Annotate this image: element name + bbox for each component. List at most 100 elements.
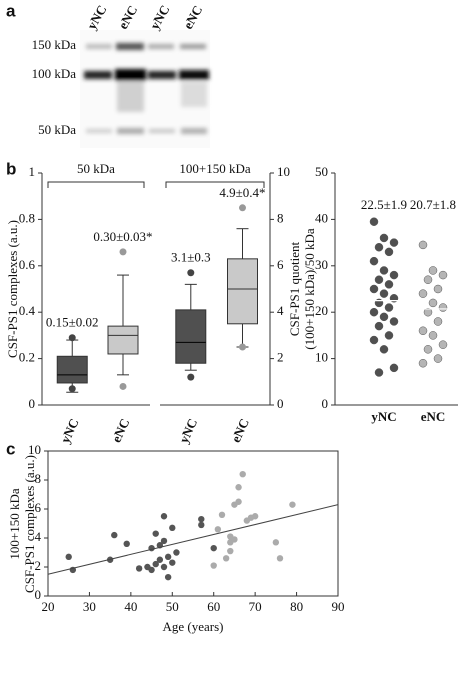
- lane-label: eNC: [115, 3, 140, 32]
- group-bracket: [47, 181, 145, 188]
- x-tick-label: yNC: [371, 409, 396, 424]
- point: [438, 340, 448, 349]
- x-tick-label: eNC: [228, 416, 252, 445]
- point: [160, 563, 168, 571]
- point: [418, 240, 428, 250]
- band: [149, 129, 175, 133]
- box: [56, 355, 88, 384]
- y-tick-label: 6: [35, 500, 42, 515]
- x-tick-label: eNC: [421, 409, 446, 424]
- band: [181, 128, 207, 134]
- y-tick-label: 0: [29, 396, 36, 411]
- point: [384, 247, 394, 257]
- point: [156, 556, 164, 563]
- y-tick-label: 0.4: [19, 303, 36, 318]
- regression-line: [47, 504, 339, 575]
- outlier: [68, 385, 76, 393]
- band: [84, 71, 112, 79]
- point: [374, 368, 384, 377]
- point: [198, 515, 205, 523]
- point: [379, 345, 389, 354]
- lane-label: yNC: [84, 3, 110, 32]
- point: [235, 484, 242, 491]
- group-bracket: [165, 181, 265, 188]
- point: [369, 217, 379, 226]
- outlier: [119, 382, 127, 390]
- outlier: [119, 248, 127, 256]
- x-tick-label: 70: [249, 599, 262, 614]
- point: [418, 326, 428, 336]
- smear: [117, 82, 144, 112]
- point: [173, 549, 180, 556]
- marker-label: 50 kDa: [38, 122, 76, 137]
- band: [116, 43, 144, 50]
- y-tick-label: 8: [277, 210, 284, 225]
- y-tick-label: 0: [277, 396, 284, 411]
- point: [389, 317, 399, 326]
- point: [65, 553, 72, 561]
- point: [369, 307, 379, 317]
- point: [379, 233, 389, 243]
- band: [115, 69, 146, 81]
- point: [289, 501, 296, 508]
- y-axis-label: (100+150 kDa)/50 kDa: [302, 228, 317, 350]
- point: [222, 555, 230, 562]
- marker-label: 150 kDa: [32, 37, 77, 52]
- point: [379, 266, 389, 275]
- point: [218, 511, 226, 518]
- point: [428, 266, 438, 275]
- group-label: 50 kDa: [77, 161, 115, 176]
- y-tick-label: 50: [315, 164, 328, 179]
- y-tick-label: 0.8: [19, 210, 35, 225]
- x-tick-label: 40: [124, 599, 137, 614]
- point: [433, 284, 443, 294]
- point: [433, 354, 443, 363]
- x-tick-label: 30: [83, 599, 96, 614]
- point: [369, 256, 379, 266]
- point: [123, 540, 130, 547]
- y-tick-label: 0.2: [19, 350, 35, 365]
- bands: [84, 43, 209, 134]
- point: [111, 531, 118, 539]
- x-tick-label: 50: [166, 599, 179, 614]
- point: [384, 280, 394, 289]
- y-tick-label: 2: [277, 350, 284, 365]
- y-tick-label: 4: [277, 303, 284, 318]
- point: [160, 513, 168, 520]
- point: [169, 559, 176, 566]
- band: [117, 128, 144, 134]
- band: [148, 44, 174, 49]
- band: [179, 70, 209, 80]
- smear: [181, 82, 207, 107]
- y-axis-label: CSF-PS1 quotient: [287, 241, 302, 336]
- outlier: [187, 269, 195, 277]
- x-tick-label: 60: [207, 599, 220, 614]
- point: [433, 317, 443, 326]
- box: [175, 309, 207, 364]
- x-tick-label: 20: [42, 599, 55, 614]
- marker-label: 100 kDa: [32, 66, 77, 81]
- point: [384, 331, 394, 340]
- point: [423, 275, 433, 284]
- point: [389, 363, 399, 373]
- point: [210, 544, 217, 552]
- point: [374, 321, 384, 331]
- point: [428, 298, 438, 308]
- x-tick-label: 90: [332, 599, 345, 614]
- x-axis-label: Age (years): [163, 619, 224, 634]
- point: [239, 471, 246, 478]
- annotation: 3.1±0.3: [171, 250, 211, 265]
- y-tick-label: 2: [35, 558, 42, 573]
- point: [438, 270, 448, 280]
- y-tick-label: 40: [315, 210, 328, 225]
- y-axis-label: 100+150 kDa: [7, 488, 22, 559]
- annotation: 0.30±0.03*: [93, 229, 152, 244]
- x-tick-label: yNC: [176, 416, 200, 445]
- y-tick-label: 0: [322, 396, 329, 411]
- y-tick-label: 4: [35, 529, 42, 544]
- point: [369, 284, 379, 294]
- x-tick-label: eNC: [108, 416, 132, 445]
- blot-image: [80, 30, 210, 148]
- y-tick-label: 0: [35, 587, 42, 602]
- point: [423, 345, 433, 354]
